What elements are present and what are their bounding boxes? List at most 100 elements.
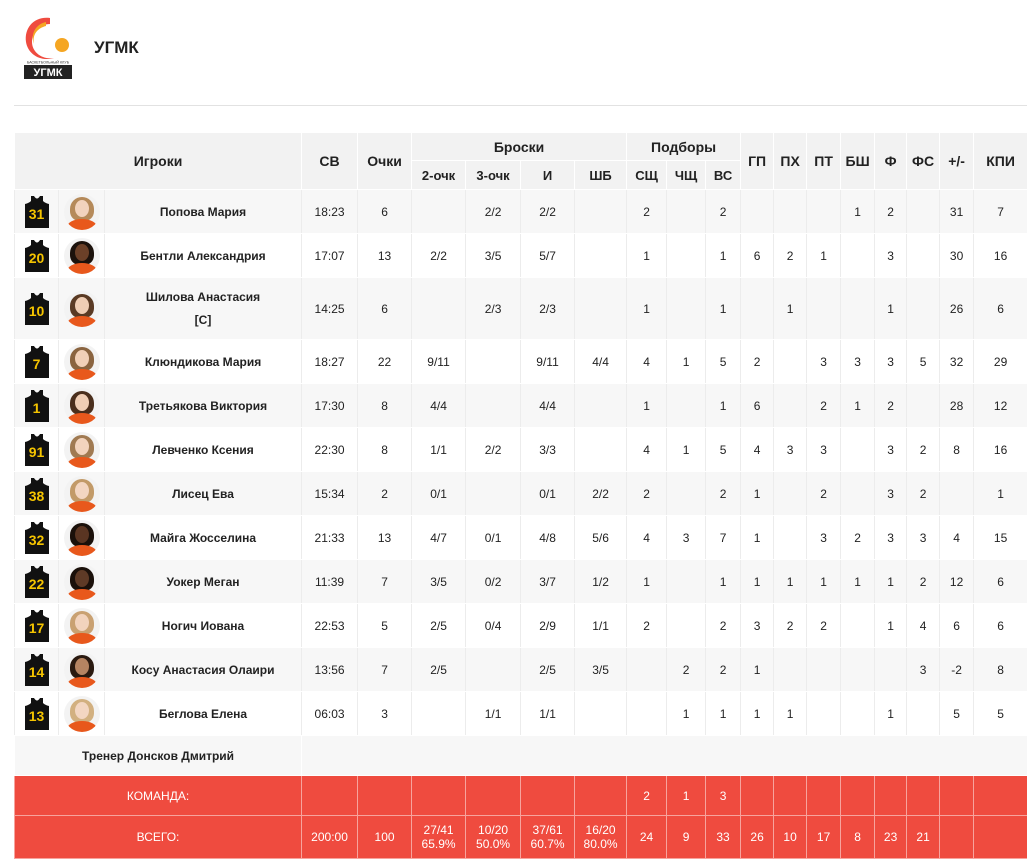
- player-row[interactable]: 38 Лисец Ева 15:34 2 0/1 0/1 2/2 2 2 1 2 3 2 1: [14, 471, 1027, 516]
- player-name[interactable]: Беглова Елена: [158, 706, 248, 721]
- stat-fouls: 3: [874, 427, 908, 472]
- stat-def-reb: [626, 647, 668, 692]
- stat-fouls-drawn: 5: [906, 339, 941, 384]
- col-minutes[interactable]: СВ: [301, 132, 359, 190]
- total-total-reb: 33: [705, 815, 742, 859]
- stat-fouls-drawn: 2: [906, 471, 941, 516]
- avatar-cell: [58, 339, 105, 384]
- player-name-cell[interactable]: Третьякова Виктория: [103, 383, 303, 428]
- total-steals: 17: [806, 815, 842, 859]
- stat-two-pt: [411, 189, 467, 234]
- col-def-reb[interactable]: СЩ: [626, 160, 668, 190]
- stat-steals: [806, 691, 842, 736]
- player-name-cell[interactable]: Клюндикова Мария: [103, 339, 303, 384]
- player-name[interactable]: Попова Мария: [159, 204, 247, 219]
- stat-assists: 1: [740, 559, 775, 604]
- player-name-cell[interactable]: Левченко Ксения: [103, 427, 303, 472]
- stat-minutes: 22:53: [301, 603, 359, 648]
- stat-def-reb: 1: [626, 277, 668, 340]
- player-name-cell[interactable]: Беглова Елена: [103, 691, 303, 736]
- col-three-pt[interactable]: 3-очк: [465, 160, 522, 190]
- stat-def-reb: 4: [626, 515, 668, 560]
- jersey-number: 14: [28, 663, 45, 680]
- player-name[interactable]: Майга Жосселина: [150, 530, 257, 545]
- player-name-cell[interactable]: Лисец Ева: [103, 471, 303, 516]
- stat-assists: 4: [740, 427, 775, 472]
- stat-steals: [806, 189, 842, 234]
- player-name-cell[interactable]: Попова Мария: [103, 189, 303, 234]
- col-two-pt[interactable]: 2-очк: [411, 160, 467, 190]
- player-row[interactable]: 20 Бентли Александрия 17:07 13 2/2 3/5 5/7 1 1 6 2…: [14, 233, 1027, 278]
- stat-plus-minus: 32: [939, 339, 975, 384]
- col-field-goals[interactable]: И: [520, 160, 576, 190]
- player-name-cell[interactable]: Уокер Меган: [103, 559, 303, 604]
- stat-three-pt: 0/4: [465, 603, 522, 648]
- stat-plus-minus: 8: [939, 427, 975, 472]
- player-row[interactable]: 91 Левченко Ксения 22:30 8 1/1 2/2 3/3 4 1 5 4 3 3 3 2…: [14, 427, 1027, 472]
- col-assists[interactable]: ГП: [740, 132, 775, 190]
- stat-fouls: 3: [874, 515, 908, 560]
- player-row[interactable]: 31 Попова Мария 18:23 6 2/2 2/2 2 2 1 2 31 7: [14, 189, 1027, 234]
- player-row[interactable]: 10 Шилова Анастасия [C] 14:25 6 2/3 2/3 1 1 1 1 26 6: [14, 277, 1027, 340]
- col-off-reb[interactable]: ЧЩ: [666, 160, 707, 190]
- col-fouls[interactable]: Ф: [874, 132, 908, 190]
- player-name[interactable]: Бентли Александрия: [140, 248, 266, 263]
- player-name[interactable]: Лисец Ева: [172, 486, 234, 501]
- stat-total-reb: 2: [705, 189, 742, 234]
- stat-minutes: 14:25: [301, 277, 359, 340]
- player-name[interactable]: Третьякова Виктория: [138, 398, 268, 413]
- player-row[interactable]: 14 Косу Анастасия Олаири 13:56 7 2/5 2/5 3/5 2 2…: [14, 647, 1027, 692]
- stat-assists: 6: [740, 383, 775, 428]
- player-name[interactable]: Косу Анастасия Олаири: [131, 662, 275, 677]
- team-title: УГМК: [94, 38, 139, 57]
- col-points[interactable]: Очки: [357, 132, 413, 190]
- col-players[interactable]: Игроки: [13, 132, 303, 190]
- col-group-shots: Броски: [411, 132, 628, 161]
- stat-points: 13: [357, 515, 413, 560]
- player-name-cell[interactable]: Бентли Александрия: [103, 233, 303, 278]
- player-row[interactable]: 13 Беглова Елена 06:03 3 1/1 1/1 1 1 1 1 1 5 5: [14, 691, 1027, 736]
- player-name[interactable]: Левченко Ксения: [152, 442, 254, 457]
- player-name-cell[interactable]: Шилова Анастасия [C]: [103, 277, 303, 340]
- col-efficiency[interactable]: КПИ: [973, 132, 1027, 190]
- jersey-icon: 22: [24, 565, 49, 598]
- stat-points: 6: [357, 277, 413, 340]
- stat-fouls: [874, 647, 908, 692]
- player-name[interactable]: Шилова Анастасия: [145, 290, 261, 304]
- stat-field-goals: 1/1: [520, 691, 576, 736]
- avatar-cell: [58, 603, 105, 648]
- stat-total-reb: 1: [705, 691, 742, 736]
- col-steals[interactable]: ПТ: [806, 132, 842, 190]
- jersey-icon: 31: [24, 195, 49, 228]
- player-name-cell[interactable]: Майга Жосселина: [103, 515, 303, 560]
- stat-three-pt: [465, 647, 522, 692]
- player-row[interactable]: 22 Уокер Меган 11:39 7 3/5 0/2 3/7 1/2 1 1 1 1 1 1 1 2 1…: [14, 559, 1027, 604]
- col-turnovers[interactable]: ПХ: [773, 132, 808, 190]
- stat-efficiency: 1: [973, 471, 1027, 516]
- stat-minutes: 18:23: [301, 189, 359, 234]
- player-name-cell[interactable]: Косу Анастасия Олаири: [103, 647, 303, 692]
- stat-def-reb: 2: [626, 471, 668, 516]
- stat-blocks: 1: [840, 189, 876, 234]
- col-free-throws[interactable]: ШБ: [574, 160, 628, 190]
- player-name-cell[interactable]: Ногич Иована: [103, 603, 303, 648]
- avatar-cell: [58, 427, 105, 472]
- player-name[interactable]: Ногич Иована: [161, 618, 245, 633]
- jersey-number: 20: [28, 249, 45, 266]
- stat-turnovers: [773, 189, 808, 234]
- col-total-reb[interactable]: ВС: [705, 160, 742, 190]
- player-row[interactable]: 32 Майга Жосселина 21:33 13 4/7 0/1 4/8 5/6 4 3 7 1…: [14, 515, 1027, 560]
- stat-two-pt: 4/7: [411, 515, 467, 560]
- col-plus-minus[interactable]: +/-: [939, 132, 975, 190]
- player-row[interactable]: 1 Третьякова Виктория 17:30 8 4/4 4/4 1 1 6 2 1 2 28…: [14, 383, 1027, 428]
- player-row[interactable]: 7 Клюндикова Мария 18:27 22 9/11 9/11 4/4 4 1 5 2 3…: [14, 339, 1027, 384]
- player-name[interactable]: Уокер Меган: [166, 574, 240, 589]
- player-row[interactable]: 17 Ногич Иована 22:53 5 2/5 0/4 2/9 1/1 2 2 3 2 2 1 4 6…: [14, 603, 1027, 648]
- stat-minutes: 06:03: [301, 691, 359, 736]
- stat-two-pt: 0/1: [411, 471, 467, 516]
- jersey-icon: 13: [24, 697, 49, 730]
- col-blocks[interactable]: БШ: [840, 132, 876, 190]
- stat-free-throws: 1/2: [574, 559, 628, 604]
- col-fouls-drawn[interactable]: ФС: [906, 132, 941, 190]
- player-name[interactable]: Клюндикова Мария: [144, 354, 262, 369]
